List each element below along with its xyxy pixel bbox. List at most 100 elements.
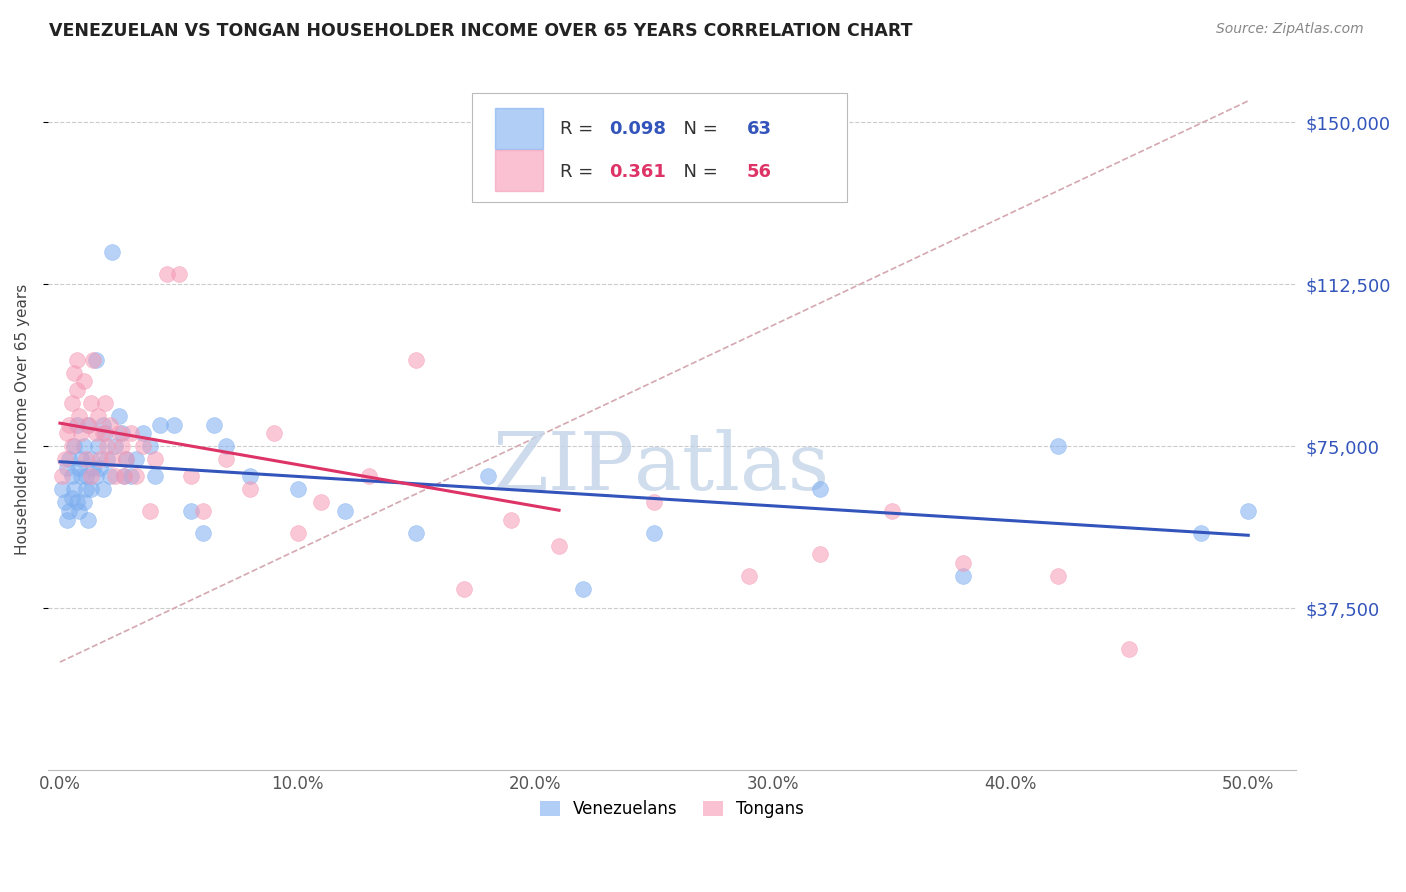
Text: atlas: atlas bbox=[634, 429, 830, 508]
Point bbox=[89, 460, 111, 475]
Point bbox=[60, 469, 83, 483]
Point bbox=[84, 469, 107, 483]
Point bbox=[333, 504, 356, 518]
Point bbox=[191, 504, 214, 518]
Point bbox=[287, 525, 309, 540]
Point bbox=[56, 426, 79, 441]
Point bbox=[65, 352, 87, 367]
Point bbox=[89, 452, 111, 467]
Point bbox=[96, 452, 118, 467]
Point bbox=[453, 582, 475, 596]
Point bbox=[91, 483, 114, 497]
Point bbox=[82, 352, 104, 367]
Point bbox=[80, 396, 103, 410]
Point bbox=[1047, 568, 1070, 582]
Point bbox=[77, 513, 100, 527]
Point bbox=[75, 452, 97, 467]
Point bbox=[67, 460, 90, 475]
Point bbox=[58, 504, 80, 518]
Point bbox=[104, 469, 127, 483]
Point bbox=[204, 417, 226, 432]
Point bbox=[108, 426, 131, 441]
Point bbox=[65, 383, 87, 397]
Point bbox=[91, 417, 114, 432]
Point bbox=[738, 568, 761, 582]
Point bbox=[60, 491, 83, 505]
Point bbox=[643, 495, 665, 509]
Point bbox=[180, 469, 202, 483]
Point bbox=[91, 426, 114, 441]
Point bbox=[51, 469, 73, 483]
Point bbox=[287, 483, 309, 497]
Point bbox=[84, 426, 107, 441]
Point bbox=[56, 460, 79, 475]
Point bbox=[111, 439, 134, 453]
Point bbox=[120, 426, 142, 441]
Point bbox=[56, 513, 79, 527]
Point bbox=[80, 452, 103, 467]
Point bbox=[125, 452, 148, 467]
Text: Source: ZipAtlas.com: Source: ZipAtlas.com bbox=[1216, 22, 1364, 37]
Point bbox=[70, 469, 93, 483]
Point bbox=[82, 460, 104, 475]
Text: ZIP: ZIP bbox=[492, 429, 634, 508]
Point bbox=[58, 417, 80, 432]
Point bbox=[952, 568, 974, 582]
Point bbox=[1189, 525, 1212, 540]
Point bbox=[53, 452, 76, 467]
Point bbox=[60, 396, 83, 410]
Point bbox=[191, 525, 214, 540]
Point bbox=[108, 409, 131, 423]
Point bbox=[125, 469, 148, 483]
Point bbox=[501, 513, 523, 527]
Point bbox=[60, 439, 83, 453]
Point bbox=[77, 417, 100, 432]
Point bbox=[132, 439, 155, 453]
FancyBboxPatch shape bbox=[495, 150, 543, 191]
Point bbox=[73, 439, 96, 453]
Point bbox=[112, 469, 135, 483]
Point bbox=[139, 504, 162, 518]
Point bbox=[643, 525, 665, 540]
Point bbox=[98, 469, 121, 483]
Text: N =: N = bbox=[672, 120, 724, 138]
FancyBboxPatch shape bbox=[472, 93, 846, 202]
Point bbox=[115, 452, 138, 467]
Text: R =: R = bbox=[560, 120, 599, 138]
Point bbox=[143, 469, 166, 483]
Y-axis label: Householder Income Over 65 years: Householder Income Over 65 years bbox=[15, 284, 30, 555]
Point bbox=[67, 409, 90, 423]
Legend: Venezuelans, Tongans: Venezuelans, Tongans bbox=[533, 794, 811, 825]
Point bbox=[120, 469, 142, 483]
Point bbox=[156, 267, 179, 281]
Point bbox=[357, 469, 380, 483]
Point bbox=[810, 483, 832, 497]
Point bbox=[77, 417, 100, 432]
Point bbox=[405, 525, 427, 540]
Point bbox=[263, 426, 285, 441]
Point bbox=[1237, 504, 1260, 518]
Point bbox=[215, 452, 238, 467]
Point bbox=[477, 469, 499, 483]
Point bbox=[139, 439, 162, 453]
Point bbox=[73, 495, 96, 509]
Point bbox=[101, 452, 124, 467]
Point bbox=[63, 366, 86, 380]
Point bbox=[70, 452, 93, 467]
Point bbox=[94, 396, 117, 410]
Point bbox=[75, 483, 97, 497]
Point bbox=[98, 417, 121, 432]
Point bbox=[96, 439, 118, 453]
Point bbox=[239, 483, 262, 497]
FancyBboxPatch shape bbox=[495, 108, 543, 149]
Point bbox=[115, 452, 138, 467]
Point bbox=[149, 417, 172, 432]
Text: 0.361: 0.361 bbox=[610, 162, 666, 181]
Point bbox=[1047, 439, 1070, 453]
Point bbox=[80, 469, 103, 483]
Point bbox=[215, 439, 238, 453]
Point bbox=[80, 483, 103, 497]
Point bbox=[880, 504, 903, 518]
Text: 63: 63 bbox=[747, 120, 772, 138]
Point bbox=[65, 417, 87, 432]
